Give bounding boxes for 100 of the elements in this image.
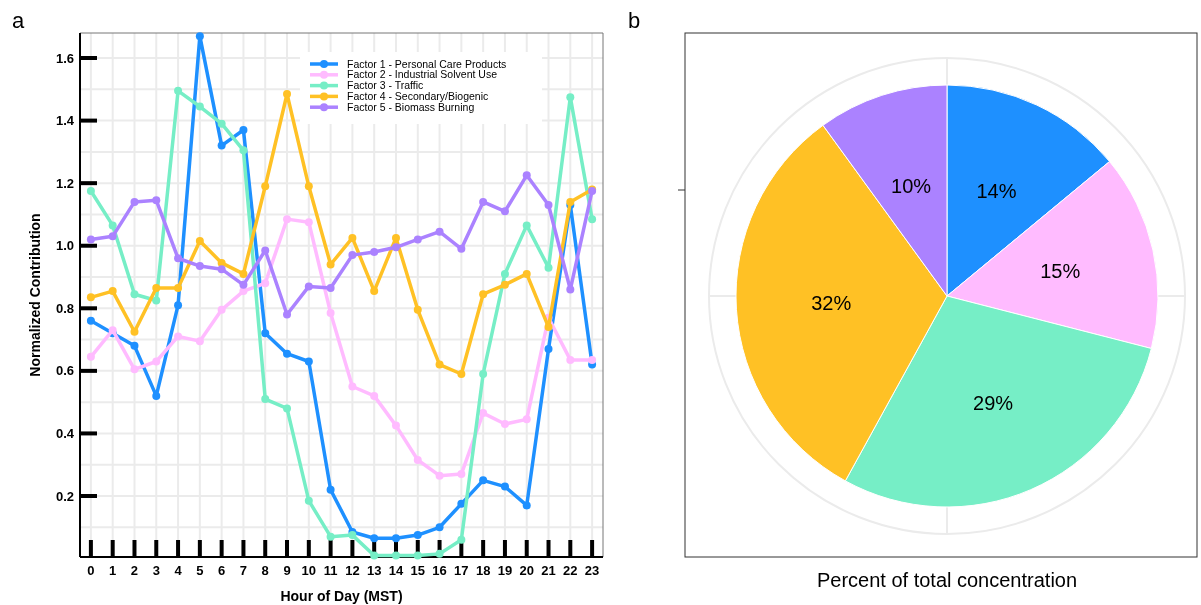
x-tick-label: 2 [130, 563, 139, 578]
point [435, 227, 444, 236]
point [479, 290, 488, 299]
point [86, 293, 95, 302]
point [130, 327, 139, 336]
point [566, 93, 575, 102]
point [413, 551, 422, 560]
x-tick-label: 21 [541, 563, 556, 578]
point [108, 232, 117, 241]
point [348, 531, 357, 540]
point [588, 215, 597, 224]
point [152, 196, 161, 205]
point [283, 90, 292, 98]
point [152, 391, 161, 400]
x-tick-label: 8 [261, 563, 269, 578]
legend-label: Factor 1 - Personal Care Products [347, 57, 507, 70]
y-tick-label: 1.4 [55, 113, 75, 129]
point [348, 233, 357, 242]
data-label: 10% [891, 174, 932, 197]
point [566, 355, 575, 364]
point [174, 301, 183, 310]
point [522, 501, 531, 510]
point [435, 523, 444, 532]
chart-title: b [628, 8, 641, 33]
point [326, 532, 335, 541]
point [217, 305, 226, 314]
point [500, 420, 509, 429]
x-tick-label: 14 [388, 563, 404, 578]
x-tick-label: 10 [301, 563, 317, 578]
point [326, 308, 335, 317]
point [130, 197, 139, 206]
point [413, 531, 422, 540]
legend-label: Factor 3 - Traffic [347, 79, 424, 92]
y-tick-label: 0.4 [55, 425, 75, 441]
point [370, 551, 379, 560]
point [522, 171, 531, 180]
point [130, 365, 139, 374]
point [326, 283, 335, 292]
point [195, 237, 204, 246]
point [261, 246, 270, 255]
point [195, 337, 204, 346]
x-tick-label: 9 [283, 563, 291, 578]
data-label: 29% [973, 391, 1014, 414]
point [348, 382, 357, 391]
point [479, 476, 488, 485]
point [479, 409, 488, 418]
point [500, 269, 509, 278]
point [152, 357, 161, 366]
point [588, 355, 597, 364]
point [566, 197, 575, 206]
y-axis-title: Normalized Contribution [27, 213, 43, 377]
x-tick-label: 13 [366, 563, 382, 578]
x-tick-label: 7 [239, 563, 248, 578]
point [239, 125, 248, 134]
point [152, 296, 161, 305]
point [544, 263, 553, 272]
x-axis-title: Hour of Day (MST) [280, 588, 403, 604]
point [261, 395, 270, 404]
point [522, 221, 531, 230]
point [391, 421, 400, 430]
point [566, 285, 575, 294]
x-tick-label: 23 [584, 563, 600, 578]
point [391, 243, 400, 252]
x-tick-label: 6 [218, 563, 226, 578]
x-tick-label: 16 [432, 563, 447, 578]
point [435, 549, 444, 558]
point [217, 119, 226, 128]
point [174, 254, 183, 263]
point [413, 456, 422, 465]
point [435, 471, 444, 480]
point [195, 32, 204, 41]
point [261, 279, 270, 288]
x-tick-label: 19 [497, 563, 513, 578]
point [326, 485, 335, 494]
point [457, 369, 466, 378]
point [283, 215, 292, 224]
text: Percent of total concentration [816, 569, 1078, 591]
point [391, 551, 400, 560]
x-tick-label: 22 [563, 563, 578, 578]
legend-label: Factor 4 - Secondary/Biogenic [347, 90, 489, 103]
point [195, 102, 204, 111]
point [500, 280, 509, 289]
y-tick-label: 0.2 [55, 488, 74, 504]
point [500, 207, 509, 216]
point [457, 470, 466, 479]
point [217, 265, 226, 274]
point [174, 86, 183, 95]
point [152, 283, 161, 292]
y-tick-label: 0.6 [55, 363, 74, 379]
point [304, 182, 313, 191]
point [174, 283, 183, 292]
point [457, 499, 466, 508]
point [522, 269, 531, 278]
x-tick-label: 5 [196, 563, 204, 578]
point [108, 221, 117, 230]
point [261, 182, 270, 191]
point [130, 290, 139, 299]
point [435, 360, 444, 369]
point [304, 357, 313, 366]
x-tick-label: 17 [454, 563, 469, 578]
